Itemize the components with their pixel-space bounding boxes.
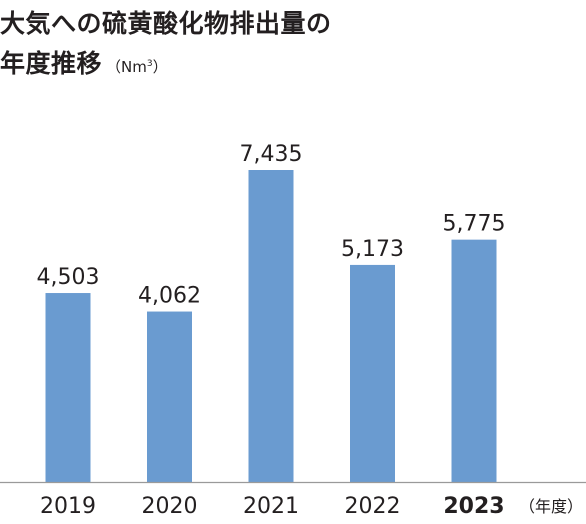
- bar-2021: [248, 170, 294, 482]
- chart-unit-prefix: （Nm: [106, 58, 147, 76]
- bar-2022: [350, 264, 395, 482]
- bar-2023: [451, 239, 497, 482]
- value-labels-group: 4,503 4,062 7,435 5,173 5,775: [37, 142, 506, 309]
- x-axis-unit-label: （年度）: [519, 497, 583, 516]
- x-tick-2019: 2019: [40, 494, 96, 519]
- chart-unit-suffix: ）: [152, 58, 168, 76]
- chart-unit-superscript: 3: [146, 59, 153, 69]
- x-tick-2021: 2021: [243, 494, 299, 519]
- chart-title: 大気への硫黄酸化物排出量の 年度推移 （Nm3）: [0, 4, 586, 87]
- value-label-2019: 4,503: [37, 265, 100, 290]
- bar-2019: [45, 293, 91, 482]
- chart-title-line-2: 年度推移 （Nm3）: [0, 44, 586, 87]
- bars-group: [45, 170, 497, 482]
- x-tick-2023: 2023: [443, 494, 504, 519]
- value-label-2021: 7,435: [240, 142, 303, 167]
- chart-title-line-1: 大気への硫黄酸化物排出量の: [0, 9, 332, 38]
- value-label-2022: 5,173: [341, 237, 404, 262]
- value-label-2020: 4,062: [138, 284, 201, 309]
- value-label-2023: 5,775: [443, 212, 506, 237]
- x-tick-labels-group: 2019 2020 2021 2022 2023: [40, 494, 505, 519]
- chart-unit-label: （Nm3）: [106, 58, 168, 76]
- chart-title-main: 年度推移: [0, 49, 103, 78]
- x-tick-2022: 2022: [345, 494, 401, 519]
- x-tick-2020: 2020: [142, 494, 198, 519]
- bar-2020: [147, 311, 192, 482]
